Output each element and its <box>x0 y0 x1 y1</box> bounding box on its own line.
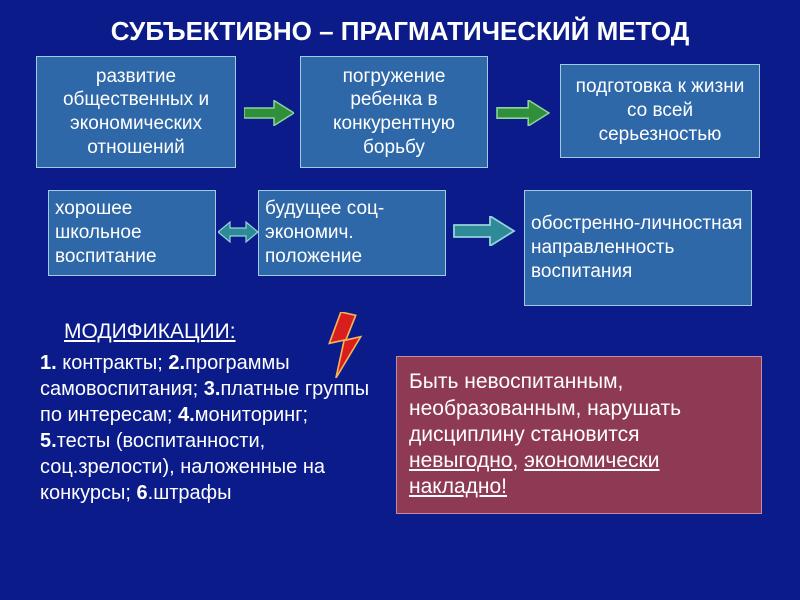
box-future-position: будущее соц-экономич. положение <box>258 190 446 276</box>
box-school-upbringing: хорошее школьное воспитание <box>48 190 216 276</box>
lightning-icon <box>322 312 368 378</box>
arrow-right-icon <box>496 100 550 126</box>
modifications-heading: МОДИФИКАЦИИ: <box>64 320 236 344</box>
box-immersion: погружение ребенка в конкурентную борьбу <box>300 56 488 168</box>
slide-title: СУБЪЕКТИВНО – ПРАГМАТИЧЕСКИЙ МЕТОД <box>0 16 800 47</box>
callout-warning: Быть невоспитанным, необразованным, нару… <box>396 356 762 514</box>
arrow-right-icon <box>452 216 516 246</box>
arrow-double-icon <box>218 216 258 248</box>
box-personal-orient: обостренно-личностная направленность вос… <box>524 190 752 306</box>
arrow-right-icon <box>244 100 294 126</box>
box-development: развитие общественных и экономических от… <box>36 56 236 168</box>
box-preparation: подготовка к жизни со всей серьезностью <box>560 64 760 158</box>
